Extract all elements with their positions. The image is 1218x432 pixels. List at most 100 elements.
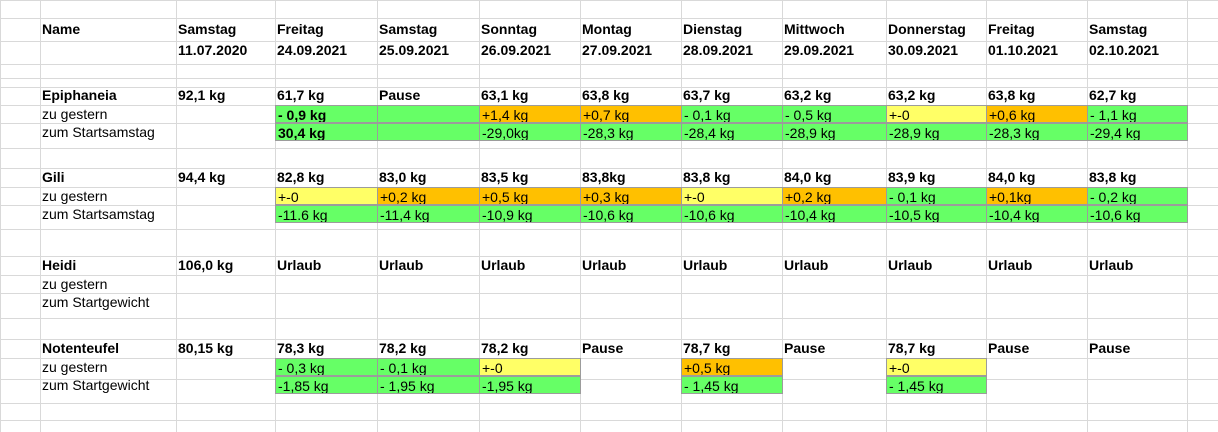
diff-cell[interactable]: +-0 [275, 187, 378, 205]
row-label-start[interactable]: zum Startgewicht [42, 377, 150, 393]
start-cell[interactable]: - 1,95 kg [377, 376, 480, 394]
weight-cell[interactable]: Urlaub [784, 257, 829, 273]
weight-cell[interactable]: Pause [1089, 340, 1131, 356]
start-cell[interactable]: -10,4 kg [986, 205, 1088, 223]
diff-cell[interactable]: +0,7 kg [580, 105, 682, 123]
weight-cell[interactable]: Urlaub [582, 257, 627, 273]
weight-cell[interactable]: 78,3 kg [277, 340, 325, 356]
diff-cell[interactable]: +0,1kg [986, 187, 1088, 205]
start-cell[interactable]: -29,4 kg [1087, 123, 1188, 141]
diff-cell[interactable] [782, 275, 887, 293]
header-day[interactable]: Freitag [988, 21, 1035, 37]
diff-cell[interactable] [1087, 275, 1188, 293]
diff-cell[interactable] [782, 358, 887, 376]
diff-cell[interactable]: +0,3 kg [580, 187, 682, 205]
weight-cell[interactable]: Urlaub [988, 257, 1033, 273]
diff-cell[interactable]: +0,5 kg [681, 358, 783, 376]
diff-cell[interactable]: - 0,5 kg [782, 105, 887, 123]
header-day[interactable]: Sonntag [481, 21, 537, 37]
start-cell[interactable] [986, 376, 1088, 394]
diff-cell[interactable]: - 0,2 kg [1087, 187, 1188, 205]
diff-cell[interactable] [986, 275, 1088, 293]
header-day[interactable]: Samstag [1089, 21, 1148, 37]
weight-cell[interactable]: 78,2 kg [379, 340, 427, 356]
start-cell[interactable]: -10,9 kg [479, 205, 581, 223]
weight-cell[interactable]: 62,7 kg [1089, 87, 1137, 103]
start-cell[interactable]: - 1,45 kg [681, 376, 783, 394]
weight-cell[interactable]: Urlaub [277, 257, 322, 273]
row-label-diff[interactable]: zu gestern [42, 106, 108, 122]
weight-cell[interactable]: 78,7 kg [683, 340, 731, 356]
header-date[interactable]: 30.09.2021 [888, 42, 959, 58]
header-name[interactable]: Name [42, 21, 81, 37]
weight-cell[interactable]: 84,0 kg [784, 169, 832, 185]
start-cell[interactable]: -11.6 kg [275, 205, 378, 223]
start-cell[interactable] [986, 293, 1088, 311]
person-name[interactable]: Gili [42, 169, 65, 185]
header-date[interactable]: 26.09.2021 [481, 42, 552, 58]
start-cell[interactable] [782, 376, 887, 394]
diff-cell[interactable]: +1,4 kg [479, 105, 581, 123]
weight-cell[interactable]: 106,0 kg [178, 257, 234, 273]
weight-cell[interactable]: 63,7 kg [683, 87, 731, 103]
start-cell[interactable]: -10,5 kg [886, 205, 987, 223]
diff-cell[interactable]: - 0,1 kg [377, 358, 480, 376]
row-label-start[interactable]: zum Startgewicht [42, 294, 150, 310]
start-cell[interactable] [1087, 293, 1188, 311]
start-cell[interactable] [681, 293, 783, 311]
start-cell[interactable] [580, 376, 682, 394]
header-date[interactable]: 24.09.2021 [277, 42, 348, 58]
header-day[interactable]: Samstag [178, 21, 237, 37]
start-cell[interactable]: - 1,45 kg [886, 376, 987, 394]
diff-cell[interactable]: +0,5 kg [479, 187, 581, 205]
header-day[interactable]: Montag [582, 21, 632, 37]
start-cell[interactable]: -11,4 kg [377, 205, 480, 223]
weight-cell[interactable]: 63,8 kg [582, 87, 630, 103]
start-cell[interactable]: -1,95 kg [479, 376, 581, 394]
weight-cell[interactable]: 92,1 kg [178, 87, 226, 103]
person-name[interactable]: Epiphaneia [42, 87, 117, 103]
start-cell[interactable] [377, 123, 480, 141]
weight-cell[interactable]: 63,1 kg [481, 87, 529, 103]
diff-cell[interactable] [986, 358, 1088, 376]
person-name[interactable]: Heidi [42, 257, 77, 273]
diff-cell[interactable]: - 0,9 kg [275, 105, 378, 123]
weight-cell[interactable]: 63,2 kg [888, 87, 936, 103]
diff-cell[interactable] [1087, 358, 1188, 376]
diff-cell[interactable] [580, 358, 682, 376]
start-cell[interactable] [275, 293, 378, 311]
diff-cell[interactable]: - 0,1 kg [681, 105, 783, 123]
start-cell[interactable]: -10,6 kg [1087, 205, 1188, 223]
start-cell[interactable]: -10,6 kg [681, 205, 783, 223]
weight-cell[interactable]: Urlaub [481, 257, 526, 273]
weight-cell[interactable]: Urlaub [683, 257, 728, 273]
weight-cell[interactable]: 83,9 kg [888, 169, 936, 185]
diff-cell[interactable]: - 0,3 kg [275, 358, 378, 376]
start-cell[interactable]: -10,4 kg [782, 205, 887, 223]
diff-cell[interactable] [580, 275, 682, 293]
weight-cell[interactable]: 94,4 kg [178, 169, 226, 185]
row-label-diff[interactable]: zu gestern [42, 276, 108, 292]
weight-cell[interactable]: 83,5 kg [481, 169, 529, 185]
diff-cell[interactable] [681, 275, 783, 293]
header-date[interactable]: 11.07.2020 [178, 42, 248, 58]
header-day[interactable]: Donnerstag [888, 21, 966, 37]
diff-cell[interactable] [377, 105, 480, 123]
start-cell[interactable]: 30,4 kg [275, 123, 378, 141]
start-cell[interactable] [886, 293, 987, 311]
start-cell[interactable] [782, 293, 887, 311]
weight-cell[interactable]: Pause [988, 340, 1030, 356]
diff-cell[interactable]: +0,2 kg [782, 187, 887, 205]
header-day[interactable]: Dienstag [683, 21, 743, 37]
header-date[interactable]: 28.09.2021 [683, 42, 754, 58]
diff-cell[interactable] [886, 275, 987, 293]
weight-cell[interactable]: 84,0 kg [988, 169, 1036, 185]
weight-cell[interactable]: 83,8 kg [683, 169, 731, 185]
header-date[interactable]: 25.09.2021 [379, 42, 450, 58]
start-cell[interactable]: -10,6 kg [580, 205, 682, 223]
person-name[interactable]: Notenteufel [42, 340, 119, 356]
row-label-diff[interactable]: zu gestern [42, 188, 108, 204]
start-cell[interactable]: -28,9 kg [886, 123, 987, 141]
header-day[interactable]: Samstag [379, 21, 438, 37]
